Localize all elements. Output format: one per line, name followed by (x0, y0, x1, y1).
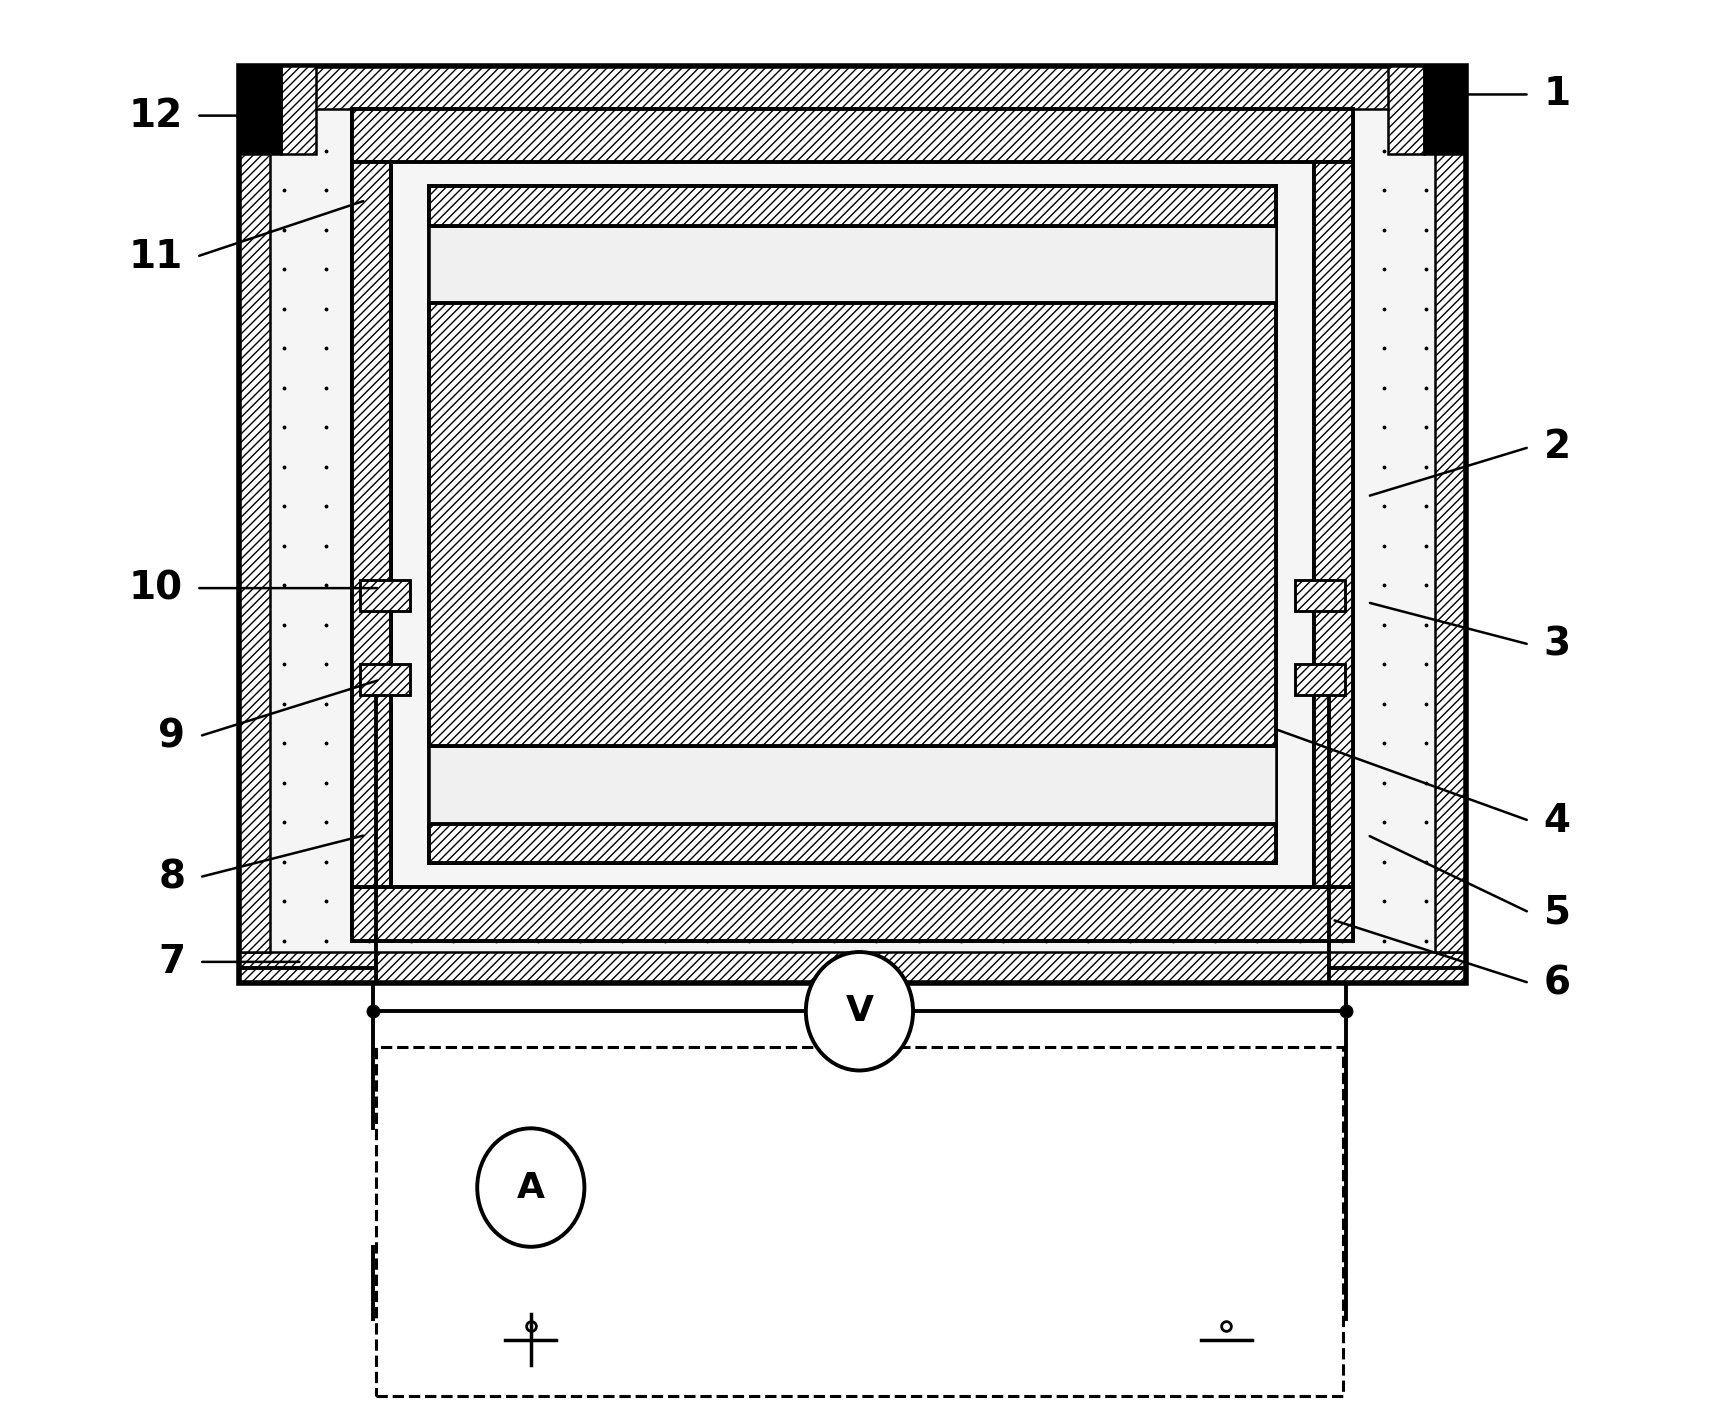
Text: 12: 12 (128, 96, 182, 135)
Bar (1313, 163, 1353, 888)
Text: 3: 3 (1543, 626, 1569, 664)
Text: A: A (516, 1171, 544, 1205)
Bar (430, 225, 1275, 303)
Text: 5: 5 (1543, 893, 1569, 932)
Text: 6: 6 (1543, 964, 1569, 1003)
Bar (430, 185, 1275, 225)
Bar (1294, 579, 1344, 610)
Text: 8: 8 (158, 858, 185, 896)
Bar (281, 67, 317, 154)
Bar (352, 163, 391, 888)
Text: 1: 1 (1543, 75, 1569, 113)
Bar (1387, 67, 1422, 154)
Text: 10: 10 (128, 569, 182, 607)
Text: 9: 9 (158, 718, 185, 755)
Bar (239, 67, 1465, 109)
Bar (360, 579, 409, 610)
Bar (352, 109, 1353, 940)
Bar (1294, 664, 1344, 695)
Bar (430, 824, 1275, 864)
Bar (270, 109, 1434, 952)
Bar (239, 109, 270, 952)
Ellipse shape (476, 1129, 584, 1247)
Bar (360, 664, 409, 695)
Bar (430, 746, 1275, 824)
Bar (239, 952, 1465, 983)
Bar (1434, 109, 1465, 952)
Text: 2: 2 (1543, 428, 1569, 466)
Bar (352, 163, 391, 888)
Text: 11: 11 (128, 238, 182, 276)
Bar (360, 579, 409, 610)
Bar (1313, 163, 1353, 888)
Text: 4: 4 (1543, 801, 1569, 840)
Bar (239, 67, 1465, 983)
Bar (376, 1046, 1342, 1396)
Bar (352, 888, 1353, 940)
Bar (1422, 67, 1465, 154)
Bar (1294, 664, 1344, 695)
Bar (239, 67, 281, 154)
Text: V: V (845, 994, 873, 1028)
Bar (1294, 579, 1344, 610)
Text: 7: 7 (158, 943, 185, 981)
Bar (360, 664, 409, 695)
Bar (430, 303, 1275, 746)
Bar (430, 185, 1275, 864)
Bar (352, 109, 1353, 163)
Ellipse shape (805, 952, 913, 1070)
